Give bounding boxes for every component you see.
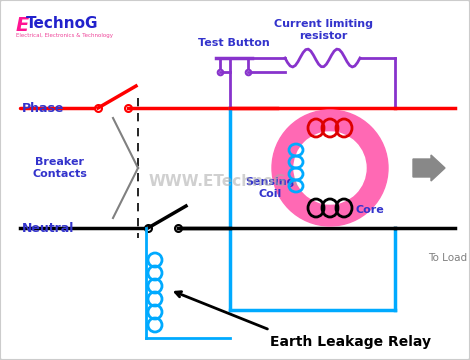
- Text: E: E: [16, 16, 29, 35]
- Text: Electrical, Electronics & Technology: Electrical, Electronics & Technology: [16, 33, 113, 38]
- Circle shape: [272, 110, 388, 226]
- Text: To Load: To Load: [429, 253, 468, 263]
- Text: Breaker
Contacts: Breaker Contacts: [32, 157, 87, 179]
- Text: Earth Leakage Relay: Earth Leakage Relay: [270, 335, 431, 349]
- Text: Test Button: Test Button: [198, 38, 270, 48]
- Text: Sensing
Coil: Sensing Coil: [245, 177, 295, 199]
- FancyArrow shape: [413, 155, 445, 181]
- Text: Neutral: Neutral: [22, 221, 74, 234]
- Text: TechnoG: TechnoG: [26, 16, 99, 31]
- Text: WWW.ETechnoG.COM: WWW.ETechnoG.COM: [149, 175, 331, 189]
- Text: Phase: Phase: [22, 102, 64, 114]
- Text: Current limiting
resistor: Current limiting resistor: [274, 19, 373, 41]
- Text: Core: Core: [355, 205, 384, 215]
- Circle shape: [294, 132, 366, 204]
